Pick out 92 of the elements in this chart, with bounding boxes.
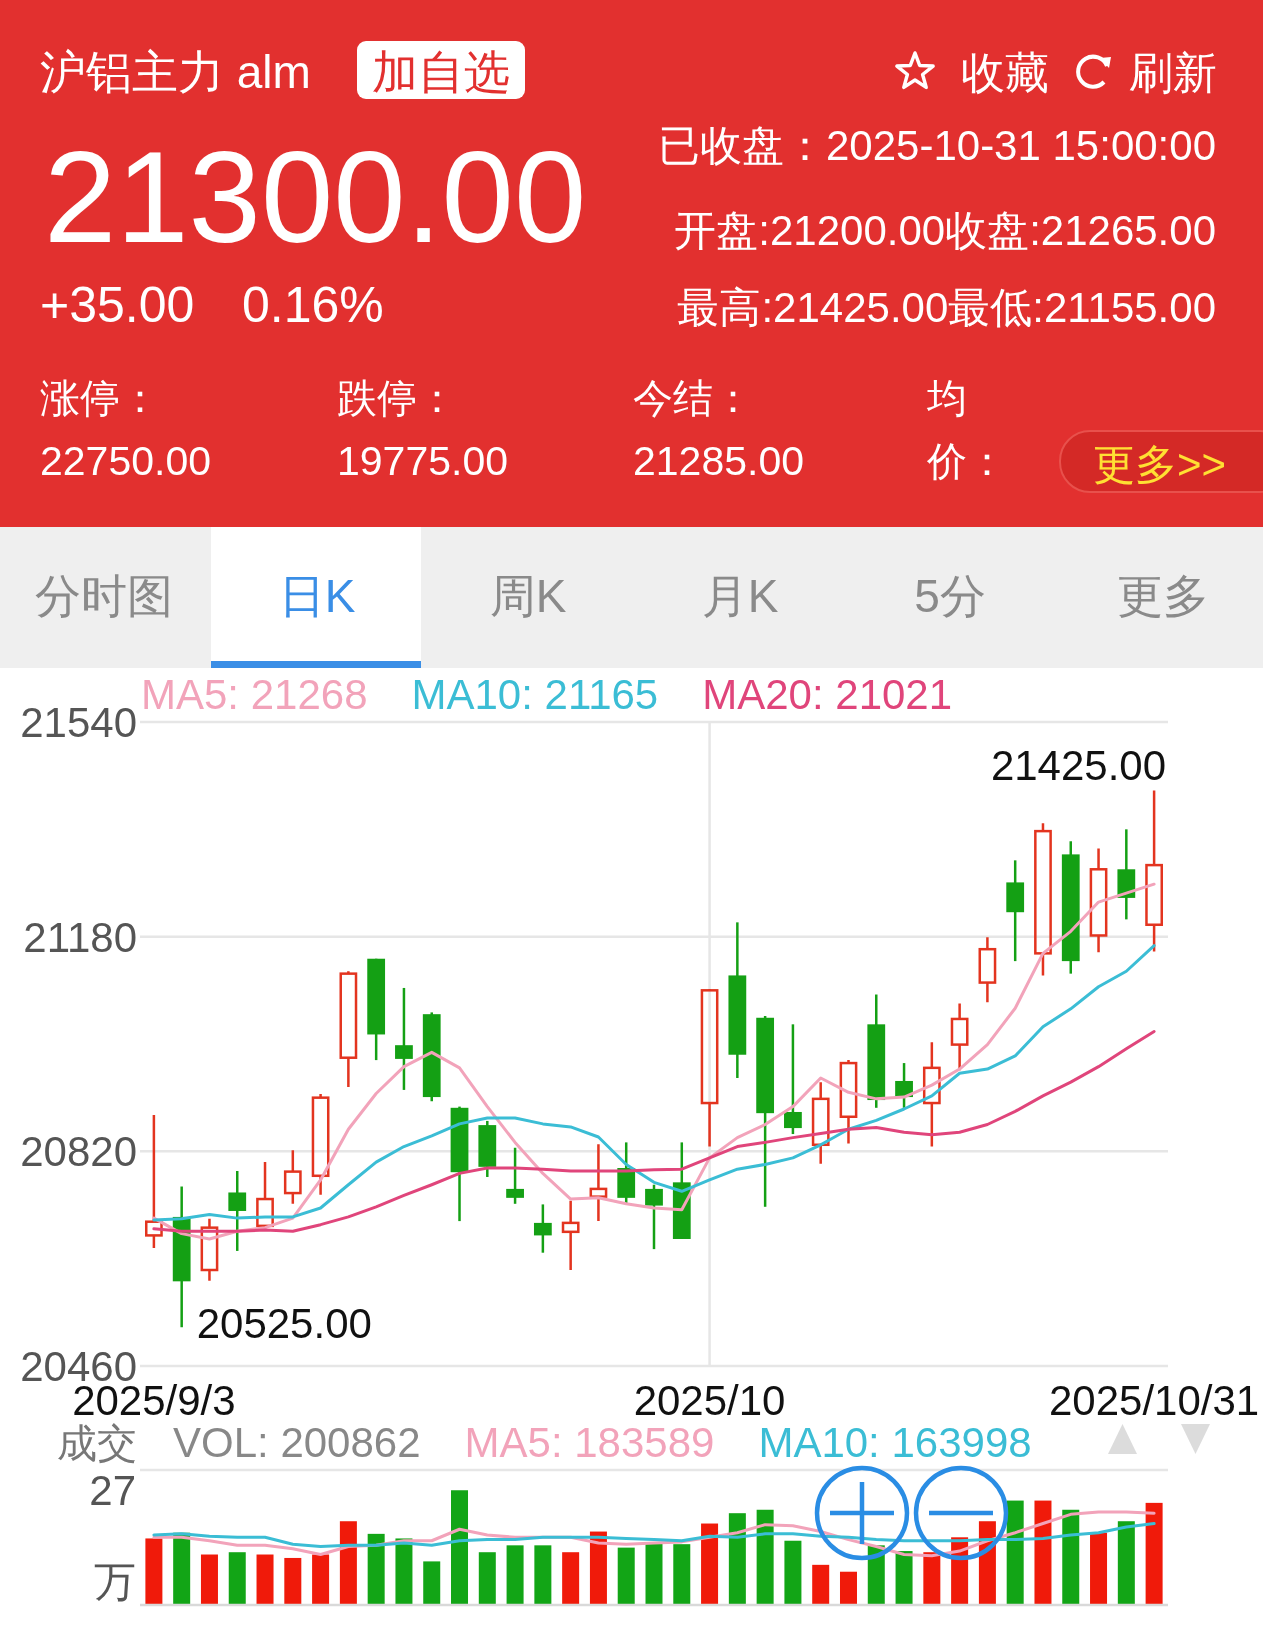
text: 万	[94, 1558, 136, 1605]
candlestick	[200, 1217, 219, 1282]
bar	[562, 1552, 580, 1605]
chart-title: 成交	[57, 1421, 137, 1465]
bar	[367, 1533, 385, 1605]
text: 更多	[1117, 570, 1209, 622]
text: 今结：	[633, 376, 753, 420]
bar	[1117, 1521, 1135, 1605]
annotation: 20525.00	[196, 1300, 372, 1348]
candlestick	[978, 936, 997, 1004]
bar	[812, 1564, 830, 1605]
bar	[173, 1532, 191, 1605]
candlestick	[561, 1199, 580, 1272]
series-label: VOL: 200862	[173, 1419, 421, 1466]
candlestick	[283, 1148, 302, 1206]
bar	[673, 1544, 691, 1605]
text: 刷新	[1129, 48, 1217, 97]
bar	[617, 1547, 635, 1605]
bar	[839, 1571, 857, 1605]
text: 0.16%	[242, 277, 384, 333]
text: 加自选	[372, 46, 510, 98]
text: MA5: 21268	[141, 671, 368, 718]
bar	[145, 1538, 163, 1605]
bar	[728, 1513, 746, 1605]
bar	[756, 1509, 774, 1605]
bar	[478, 1552, 496, 1605]
text: +35.00	[40, 277, 195, 333]
text: 更多>>	[1093, 441, 1227, 488]
x-tick-label: 2025/10/31	[1049, 1377, 1260, 1424]
bar	[395, 1538, 413, 1605]
bar	[312, 1554, 330, 1605]
candlestick	[700, 989, 719, 1148]
candlestick	[1145, 789, 1163, 953]
text: 日K	[278, 570, 356, 622]
bar	[784, 1540, 802, 1605]
text: 21300.00	[44, 124, 587, 270]
bar	[423, 1561, 441, 1606]
text: 沪铝主力 alm	[40, 46, 311, 98]
candlestick	[645, 1183, 663, 1251]
text: 涨停：	[40, 376, 160, 420]
text: 月K	[701, 570, 779, 622]
text: 27	[89, 1467, 136, 1514]
text: MA10: 21165	[411, 671, 659, 718]
bar	[1062, 1509, 1080, 1605]
text: 5分	[914, 570, 986, 622]
candlestick	[395, 986, 413, 1092]
bar	[1006, 1500, 1024, 1605]
text: 开盘:21200.00收盘:21265.00	[674, 207, 1216, 254]
bar	[1034, 1500, 1052, 1605]
text: 21285.00	[633, 438, 805, 484]
candlestick	[145, 1113, 163, 1250]
text: 22750.00	[40, 438, 212, 484]
y-tick-label: 21180	[23, 913, 137, 961]
text: MA20: 21021	[702, 671, 953, 718]
candlestick	[1034, 822, 1052, 977]
bar	[701, 1523, 719, 1605]
candlestick	[1089, 847, 1108, 954]
y-tick-label: 21540	[20, 699, 137, 747]
bar	[506, 1545, 524, 1605]
bar	[339, 1521, 357, 1605]
bar	[895, 1551, 913, 1605]
bar	[451, 1490, 469, 1605]
text: 分时图	[35, 570, 173, 622]
text: 19775.00	[337, 438, 509, 484]
candlestick	[339, 970, 358, 1089]
bar	[589, 1531, 607, 1605]
bar	[256, 1554, 274, 1605]
y-tick-label: 20820	[20, 1128, 137, 1176]
bar	[645, 1543, 663, 1606]
candlestick	[811, 1080, 830, 1166]
candlestick	[311, 1092, 330, 1197]
bar	[923, 1552, 941, 1605]
candlestick	[506, 1146, 524, 1206]
bar	[200, 1554, 218, 1605]
candlestick	[533, 1203, 552, 1254]
candlestick	[228, 1169, 247, 1253]
candlestick	[922, 1040, 941, 1148]
bar	[284, 1557, 302, 1605]
text: 周K	[489, 570, 567, 622]
candlestick	[589, 1142, 608, 1223]
bar	[1090, 1532, 1108, 1605]
text: 收藏	[961, 48, 1049, 97]
annotation: 21425.00	[990, 741, 1167, 789]
text: 跌停：	[337, 376, 457, 420]
text: 最高:21425.00最低:21155.00	[677, 284, 1216, 331]
candlestick	[784, 1023, 802, 1136]
bar	[1145, 1502, 1163, 1605]
text: 已收盘：2025-10-31 15:00:00	[658, 122, 1216, 169]
bar	[534, 1545, 552, 1605]
candlestick	[839, 1058, 858, 1145]
text: 均价：	[926, 376, 1007, 483]
bar	[228, 1552, 246, 1605]
